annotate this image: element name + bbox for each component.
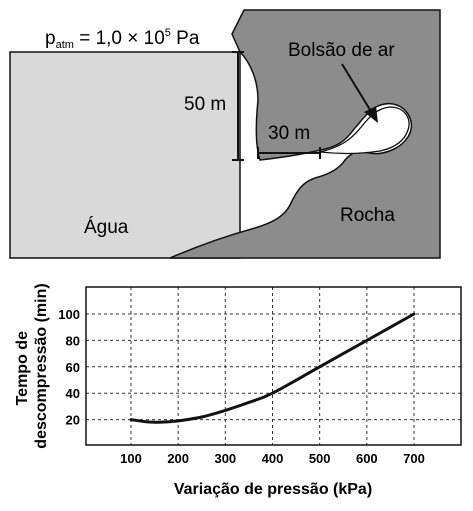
air-pocket-label: Bolsão de ar bbox=[288, 40, 395, 61]
decompression-chart: 100 200 300 400 500 600 700 20 40 60 80 100 Variaçã… bbox=[14, 283, 462, 498]
x-tick-label: 600 bbox=[356, 451, 378, 466]
air-pocket bbox=[319, 106, 410, 155]
chart-ticks: 100 200 300 400 500 600 700 20 40 60 80 100 bbox=[58, 307, 425, 466]
chart-plot-area bbox=[85, 286, 462, 446]
distance-label: 30 m bbox=[268, 123, 310, 144]
y-tick-label: 60 bbox=[66, 360, 80, 375]
y-tick-label: 80 bbox=[66, 333, 80, 348]
x-tick-label: 700 bbox=[403, 451, 425, 466]
x-tick-label: 400 bbox=[262, 451, 284, 466]
cave-diagram: 50 m 30 m Bolsão de ar patm = 1,0 × 105 … bbox=[9, 9, 441, 259]
chart-series-line bbox=[129, 312, 416, 424]
atmospheric-pressure-label: patm = 1,0 × 105 Pa bbox=[45, 27, 200, 51]
air-pocket-arrow bbox=[341, 63, 373, 114]
x-tick-label: 500 bbox=[309, 451, 331, 466]
y-tick-label: 40 bbox=[66, 386, 80, 401]
x-tick-label: 200 bbox=[167, 451, 189, 466]
rock-label: Rocha bbox=[340, 205, 395, 226]
x-tick-label: 100 bbox=[120, 451, 142, 466]
chart-xlabel: Variação de pressão (kPa) bbox=[174, 481, 372, 498]
y-tick-label: 100 bbox=[58, 307, 80, 322]
depth-label: 50 m bbox=[184, 94, 226, 115]
x-tick-label: 300 bbox=[214, 451, 236, 466]
y-tick-label: 20 bbox=[66, 413, 80, 428]
air-pocket-arrowhead bbox=[364, 106, 378, 123]
rock-region bbox=[169, 9, 441, 259]
water-label: Água bbox=[84, 217, 129, 238]
chart-ylabel: Tempo de descompressão (min) bbox=[14, 283, 50, 448]
